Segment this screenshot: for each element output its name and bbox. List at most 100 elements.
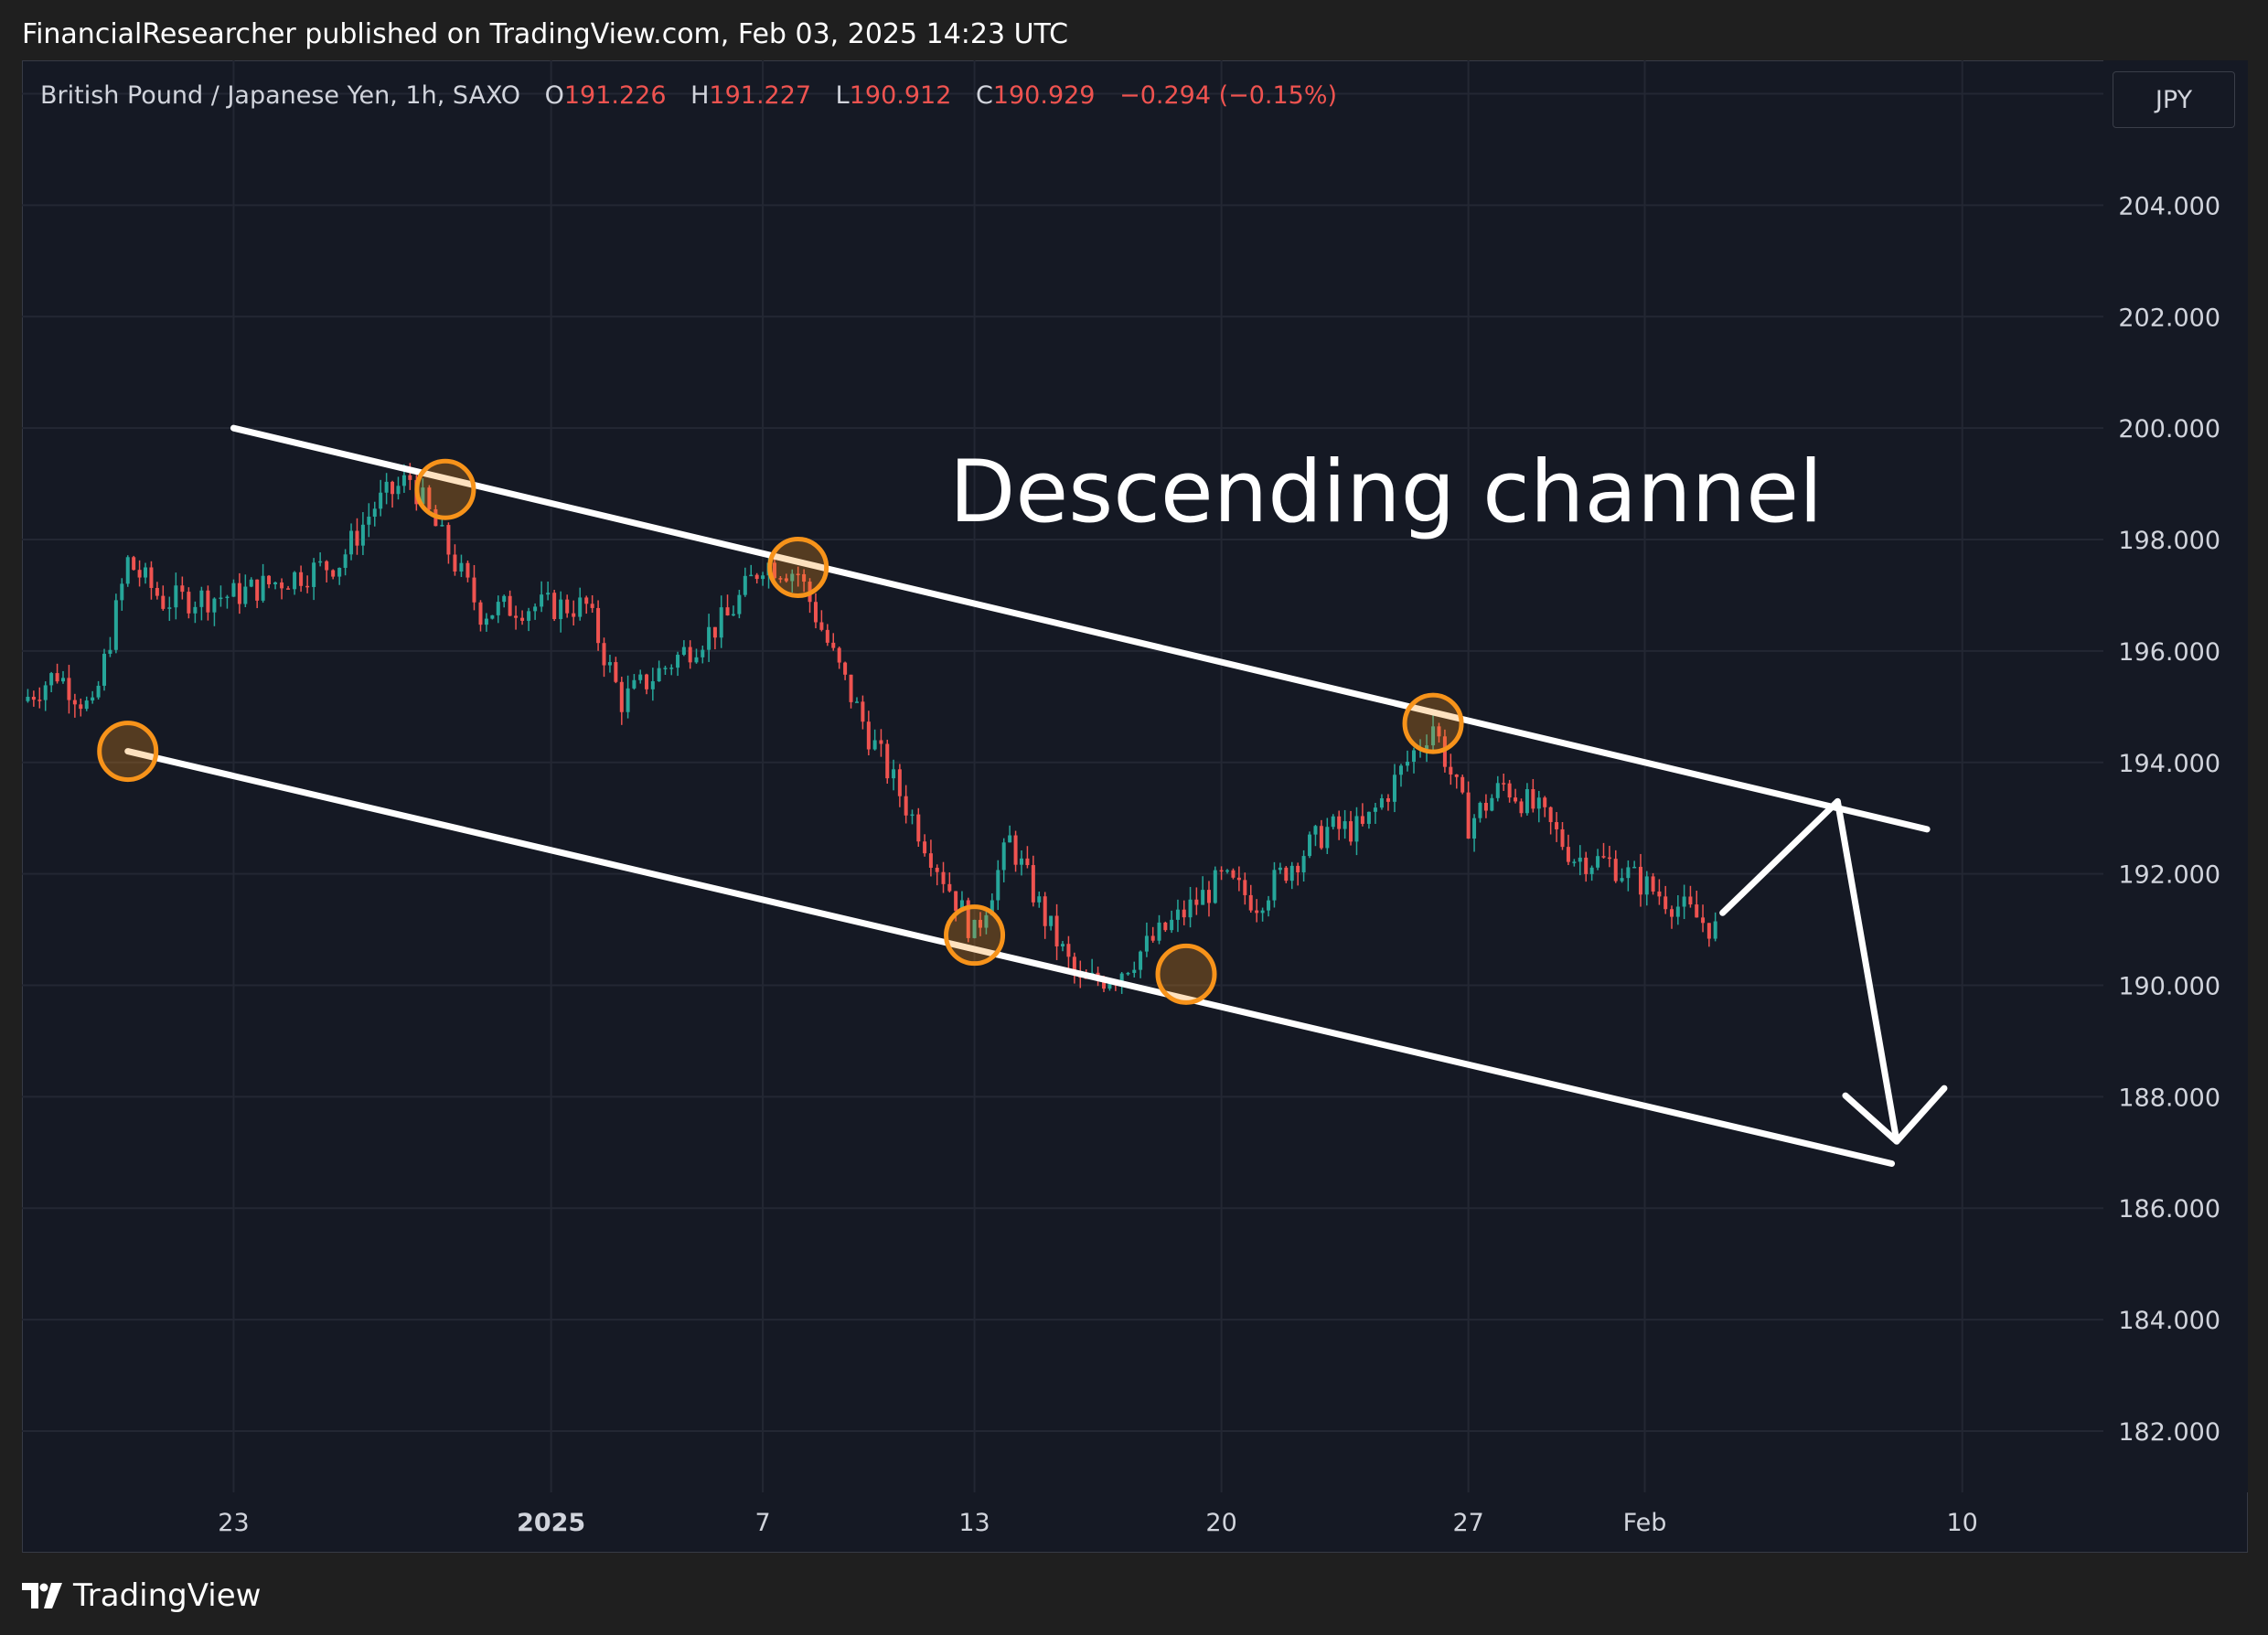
candle-body <box>1644 876 1649 895</box>
touch-point-marker <box>767 536 829 598</box>
candle <box>199 586 204 621</box>
candle-body <box>1054 915 1059 946</box>
candle <box>1308 831 1312 859</box>
candle <box>305 575 310 593</box>
candle-body <box>984 914 989 928</box>
chart-frame[interactable] <box>22 60 2248 1553</box>
candle-body <box>484 618 488 625</box>
candle-body <box>379 492 383 509</box>
candle <box>602 637 606 678</box>
candle-body <box>255 579 260 601</box>
price-tick-label: 204.000 <box>2118 192 2220 220</box>
candle-body <box>1572 861 1577 863</box>
candle <box>1289 861 1294 890</box>
candle-body <box>978 919 982 928</box>
candle-body <box>725 607 730 615</box>
candle <box>872 729 877 751</box>
candle <box>231 579 236 597</box>
candle <box>312 558 316 601</box>
candle <box>390 480 395 508</box>
candle <box>1695 891 1699 918</box>
candle-body <box>1278 867 1282 871</box>
candle-body <box>478 602 483 625</box>
candle <box>1607 845 1611 868</box>
candle <box>1578 845 1582 876</box>
candle <box>1139 950 1143 978</box>
touch-point-marker <box>944 904 1006 967</box>
candle-body <box>1483 802 1488 811</box>
candle <box>113 593 118 654</box>
annotation-descending-channel[interactable]: Descending channel <box>949 443 1823 542</box>
candle <box>427 485 432 513</box>
legend-low-label: L <box>836 81 850 110</box>
candle-body <box>401 475 406 486</box>
candle <box>533 603 538 620</box>
candle-body <box>669 668 674 669</box>
candle-body <box>1157 922 1161 941</box>
candle-body <box>1706 923 1711 939</box>
candle-body <box>861 701 865 722</box>
touch-point-marker <box>1402 692 1464 754</box>
candle <box>1589 865 1594 882</box>
candle <box>1713 912 1717 942</box>
candle <box>243 574 248 608</box>
candle-body <box>390 481 395 495</box>
candle <box>1243 872 1247 905</box>
price-tick-label: 196.000 <box>2118 638 2220 667</box>
candle <box>337 567 342 585</box>
grid-lines <box>22 60 2103 1492</box>
candle-body <box>1578 857 1582 862</box>
candle-body <box>737 594 742 614</box>
candle <box>1206 881 1211 917</box>
candle-body <box>1231 870 1236 878</box>
candle-body <box>959 900 964 912</box>
candle <box>1013 830 1018 872</box>
candle-body <box>1675 906 1680 917</box>
candle <box>1008 825 1012 843</box>
candle-body <box>155 587 159 596</box>
time-tick-label: 23 <box>218 1509 249 1537</box>
candle-body <box>1543 797 1547 807</box>
candle-body <box>249 579 253 587</box>
candle <box>669 664 674 676</box>
candle-body <box>167 607 172 609</box>
candle-body <box>1349 821 1353 842</box>
candle-body <box>819 622 824 630</box>
candle <box>349 523 354 561</box>
touch-point-marker <box>414 458 476 520</box>
candle <box>947 872 952 892</box>
candle-body <box>1548 807 1553 823</box>
candle-body <box>1201 890 1205 905</box>
channel-lower-line <box>124 748 1896 1167</box>
candle <box>596 600 601 651</box>
candle <box>1385 794 1390 811</box>
candle <box>318 552 323 567</box>
candle-body <box>1466 792 1471 839</box>
candle-body <box>614 662 618 682</box>
candle-body <box>843 662 848 675</box>
candle-body <box>1066 944 1071 957</box>
candle <box>1405 750 1409 772</box>
candle <box>293 571 297 595</box>
candle-body <box>1502 783 1506 785</box>
tradingview-logo[interactable]: TradingView <box>22 1575 261 1617</box>
candle <box>125 555 130 587</box>
candle-body <box>1219 870 1224 872</box>
price-series <box>26 463 1717 994</box>
candle-body <box>1566 847 1570 862</box>
candle-body <box>1308 834 1312 857</box>
candle-body <box>1688 896 1693 905</box>
candle-body <box>440 525 444 527</box>
candle <box>384 473 389 505</box>
candle <box>31 690 36 707</box>
candle-body <box>1107 983 1112 989</box>
candle <box>1126 971 1130 977</box>
candle <box>843 661 848 680</box>
candle-body <box>966 900 970 938</box>
legend-high-value: 191.227 <box>709 81 811 110</box>
candle-body <box>1536 797 1541 809</box>
candle <box>1392 764 1396 813</box>
candle-body <box>904 796 908 816</box>
currency-button[interactable]: JPY <box>2113 71 2235 128</box>
